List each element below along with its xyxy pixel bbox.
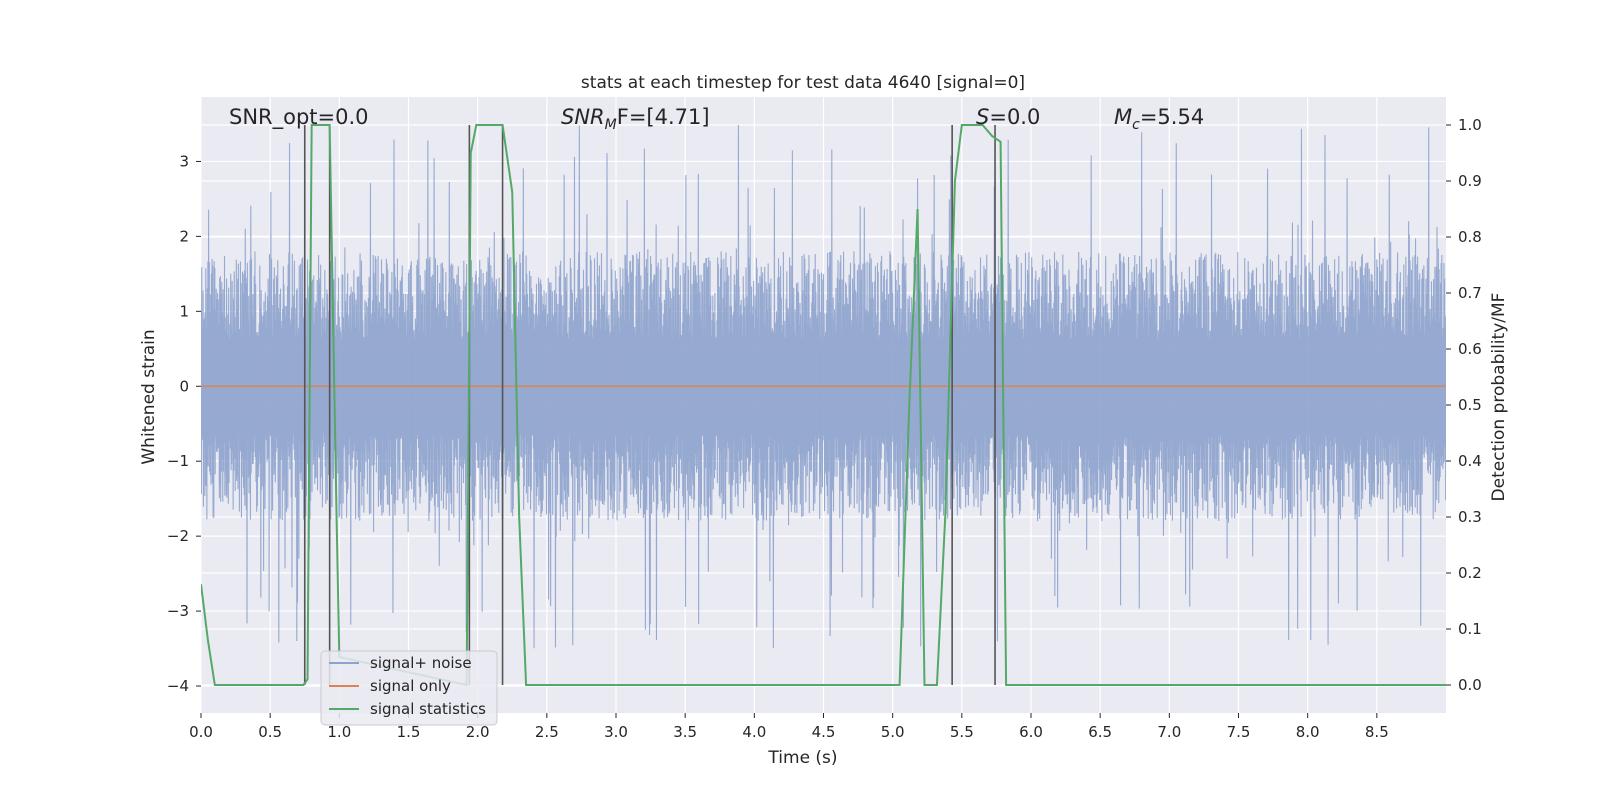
plot-clipped [201, 124, 1446, 687]
legend-box [320, 650, 498, 726]
y-left-tick-label: 3 [179, 152, 189, 170]
x-tick-label: 6.0 [1019, 723, 1043, 741]
x-tick-label: 3.5 [673, 723, 697, 741]
x-axis-ticks: 0.0 0.5 1.0 1.5 2.0 2.5 3.0 3.5 4.0 4.5 5.0 5.5 6.0 6… [189, 713, 1389, 741]
annotation-mc: Mc=5.54 [1114, 105, 1204, 133]
annotation-snr-opt: SNR_opt=0.0 [229, 105, 369, 130]
x-tick-label: 3.0 [604, 723, 628, 741]
annotation-s: S=0.0 [976, 105, 1040, 129]
x-tick-label: 8.5 [1365, 723, 1389, 741]
annotation-snr-mf: SNRMF=[4.71] [561, 105, 710, 133]
x-tick-label: 1.0 [327, 723, 351, 741]
y-right-tick-label: 0.2 [1458, 564, 1482, 582]
x-tick-label: 5.5 [950, 723, 974, 741]
legend-label-stats: signal statistics [370, 700, 486, 718]
x-tick-label: 1.5 [397, 723, 421, 741]
x-tick-label: 6.5 [1088, 723, 1112, 741]
annotations: SNR_opt=0.0 SNRMF=[4.71] S=0.0 Mc=5.54 [229, 105, 1204, 133]
y-left-axis-ticks: −4 −3 −2 −1 0 1 2 3 [167, 152, 201, 695]
y-right-tick-label: 1.0 [1458, 116, 1482, 134]
y-right-tick-label: 0.8 [1458, 228, 1482, 246]
chart-title: stats at each timestep for test data 464… [581, 73, 1025, 93]
x-tick-label: 7.0 [1157, 723, 1181, 741]
y-left-axis-label: Whitened strain [139, 329, 159, 464]
x-tick-label: 0.5 [258, 723, 282, 741]
x-tick-label: 4.0 [742, 723, 766, 741]
series-signal-noise [201, 124, 1446, 649]
y-right-tick-label: 0.6 [1458, 340, 1482, 358]
y-left-tick-label: −1 [167, 452, 189, 470]
y-left-tick-label: 1 [179, 302, 189, 320]
y-left-tick-label: −2 [167, 527, 189, 545]
plot-content [201, 124, 1446, 687]
y-left-tick-label: 0 [179, 377, 189, 395]
x-tick-label: 2.5 [535, 723, 559, 741]
y-right-tick-label: 0.4 [1458, 452, 1482, 470]
x-tick-label: 5.0 [881, 723, 905, 741]
x-tick-label: 4.5 [812, 723, 836, 741]
y-right-tick-label: 0.3 [1458, 508, 1482, 526]
y-right-tick-label: 0.7 [1458, 284, 1482, 302]
y-left-tick-label: −4 [167, 677, 189, 695]
series-signal-statistics [201, 124, 1446, 687]
legend: signal+ noise signal only signal statist… [320, 650, 498, 726]
legend-label-signal: signal only [370, 677, 451, 695]
y-right-tick-label: 0.9 [1458, 172, 1482, 190]
y-right-axis-label: Detection probability/MF [1489, 293, 1509, 502]
y-right-tick-label: 0.1 [1458, 620, 1482, 638]
y-right-tick-label: 0.5 [1458, 396, 1482, 414]
y-right-axis-ticks: 0.0 0.1 0.2 0.3 0.4 0.5 0.6 0.7 0.8 0.9 1.0 [1446, 116, 1482, 694]
x-axis-label: Time (s) [767, 748, 837, 768]
y-left-tick-label: 2 [179, 227, 189, 245]
x-tick-label: 7.5 [1227, 723, 1251, 741]
x-tick-label: 8.0 [1296, 723, 1320, 741]
x-tick-label: 0.0 [189, 723, 213, 741]
y-right-tick-label: 0.0 [1458, 676, 1482, 694]
x-tick-label: 2.0 [466, 723, 490, 741]
y-left-tick-label: −3 [167, 602, 189, 620]
legend-label-noise: signal+ noise [370, 654, 472, 672]
